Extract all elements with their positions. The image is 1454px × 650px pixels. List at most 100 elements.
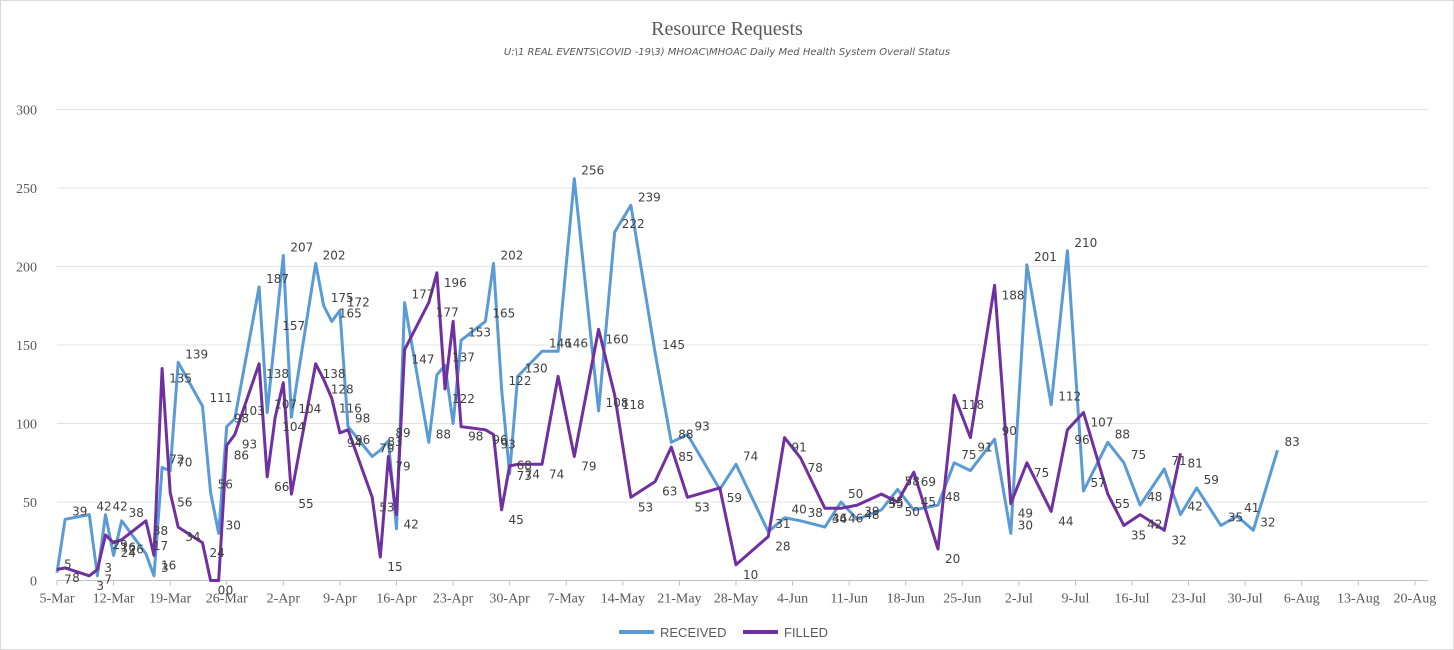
data-label-received: 57 [1091, 476, 1106, 490]
data-label-received: 3 [161, 561, 169, 575]
data-label-received: 16 [121, 540, 136, 554]
data-label-received: 83 [387, 435, 402, 449]
x-tick-label: 2-Jul [1005, 592, 1033, 607]
data-label-received: 210 [1074, 236, 1097, 250]
data-label-received: 72 [169, 452, 184, 466]
data-label-received: 42 [1188, 500, 1203, 514]
data-label-received: 145 [662, 338, 685, 352]
data-label-filled: 196 [444, 276, 467, 290]
y-tick-label: 250 [16, 182, 37, 197]
data-label-filled: 0 [218, 584, 226, 598]
data-label-received: 172 [347, 295, 370, 309]
data-label-received: 165 [339, 306, 362, 320]
x-tick-label: 25-Jun [943, 592, 981, 607]
data-label-filled: 46 [832, 511, 847, 525]
data-label-received: 58 [905, 474, 920, 488]
data-label-filled: 93 [500, 437, 515, 451]
data-label-filled: 38 [153, 524, 168, 538]
data-label-filled: 32 [1171, 533, 1186, 547]
data-label-received: 42 [96, 500, 111, 514]
x-tick-label: 21-May [657, 592, 701, 607]
data-label-received: 75 [961, 448, 976, 462]
data-label-filled: 94 [347, 436, 362, 450]
data-label-filled: 104 [282, 420, 305, 434]
data-label-filled: 44 [1058, 514, 1073, 528]
data-label-filled: 15 [387, 560, 402, 574]
data-label-filled: 7 [64, 573, 72, 587]
x-tick-label: 12-Mar [93, 592, 135, 607]
data-label-filled: 48 [864, 508, 879, 522]
y-tick-label: 100 [16, 418, 37, 433]
data-label-received: 79 [379, 441, 394, 455]
data-label-filled: 188 [1002, 288, 1025, 302]
data-label-filled: 20 [945, 552, 960, 566]
data-label-received: 153 [468, 325, 491, 339]
data-label-filled: 46 [848, 511, 863, 525]
data-label-filled: 74 [549, 467, 564, 481]
data-label-received: 207 [290, 241, 313, 255]
data-labels: 539 4234216381737270139111563098103187107… [64, 164, 1300, 598]
x-tick-label: 14-May [601, 592, 645, 607]
data-label-received: 88 [436, 427, 451, 441]
data-label-received: 42 [112, 500, 127, 514]
x-tick-label: 23-Jul [1171, 592, 1206, 607]
data-label-filled: 85 [678, 450, 693, 464]
data-label-filled: 79 [395, 459, 410, 473]
x-tick-label: 5-Mar [40, 592, 75, 607]
data-label-filled: 55 [298, 497, 313, 511]
data-label-received: 239 [638, 190, 661, 204]
data-label-received: 98 [234, 412, 249, 426]
data-label-received: 68 [517, 459, 532, 473]
x-tick-label: 4-Jun [777, 592, 808, 607]
data-label-received: 35 [1228, 511, 1243, 525]
data-label-filled: 96 [355, 433, 370, 447]
data-label-filled: 66 [274, 480, 289, 494]
data-label-filled: 53 [638, 500, 653, 514]
data-label-filled: 122 [452, 392, 475, 406]
data-label-received: 71 [1171, 454, 1186, 468]
x-tick-label: 9-Apr [323, 592, 357, 607]
data-label-received: 74 [743, 449, 758, 463]
data-label-filled: 96 [1074, 433, 1089, 447]
data-label-filled: 160 [606, 332, 629, 346]
data-label-received: 202 [323, 248, 346, 262]
data-label-filled: 116 [339, 401, 362, 415]
data-label-received: 38 [129, 506, 144, 520]
data-label-filled: 138 [266, 367, 289, 381]
chart-subtitle: U:\1 REAL EVENTS\COVID -19\3) MHOAC\MHOA… [503, 47, 951, 58]
data-label-filled: 55 [888, 497, 903, 511]
y-tick-label: 150 [16, 339, 37, 354]
data-label-filled: 91 [791, 441, 806, 455]
y-tick-label: 0 [30, 575, 37, 590]
data-label-filled: 3 [96, 579, 104, 593]
data-label-filled: 53 [379, 500, 394, 514]
x-tick-label: 26-Mar [206, 592, 248, 607]
data-label-received: 98 [355, 412, 370, 426]
data-label-received: 59 [1204, 473, 1219, 487]
data-label-received: 17 [153, 539, 168, 553]
data-label-received: 39 [864, 504, 879, 518]
data-label-received: 90 [1002, 424, 1017, 438]
data-label-received: 45 [888, 495, 903, 509]
data-label-received: 32 [1260, 515, 1275, 529]
x-tick-label: 28-May [714, 592, 758, 607]
data-label-filled: 75 [1034, 466, 1049, 480]
data-label-filled: 45 [509, 513, 524, 527]
data-label-received: 130 [525, 361, 548, 375]
series-lines [55, 177, 1279, 582]
data-label-filled: 86 [234, 448, 249, 462]
data-label-received: 222 [622, 217, 645, 231]
x-tick-label: 30-Apr [489, 592, 530, 607]
data-label-received: 31 [775, 517, 790, 531]
data-label-filled: 138 [323, 367, 346, 381]
data-label-filled: 107 [1091, 416, 1114, 430]
data-label-filled: 42 [403, 518, 418, 532]
x-tick-label: 2-Apr [267, 592, 301, 607]
data-label-filled: 98 [468, 430, 483, 444]
data-label-filled: 128 [331, 383, 354, 397]
data-label-received: 89 [395, 426, 410, 440]
data-label-received: 146 [549, 336, 572, 350]
data-label-received: 139 [185, 347, 208, 361]
data-label-filled: 10 [743, 568, 758, 582]
